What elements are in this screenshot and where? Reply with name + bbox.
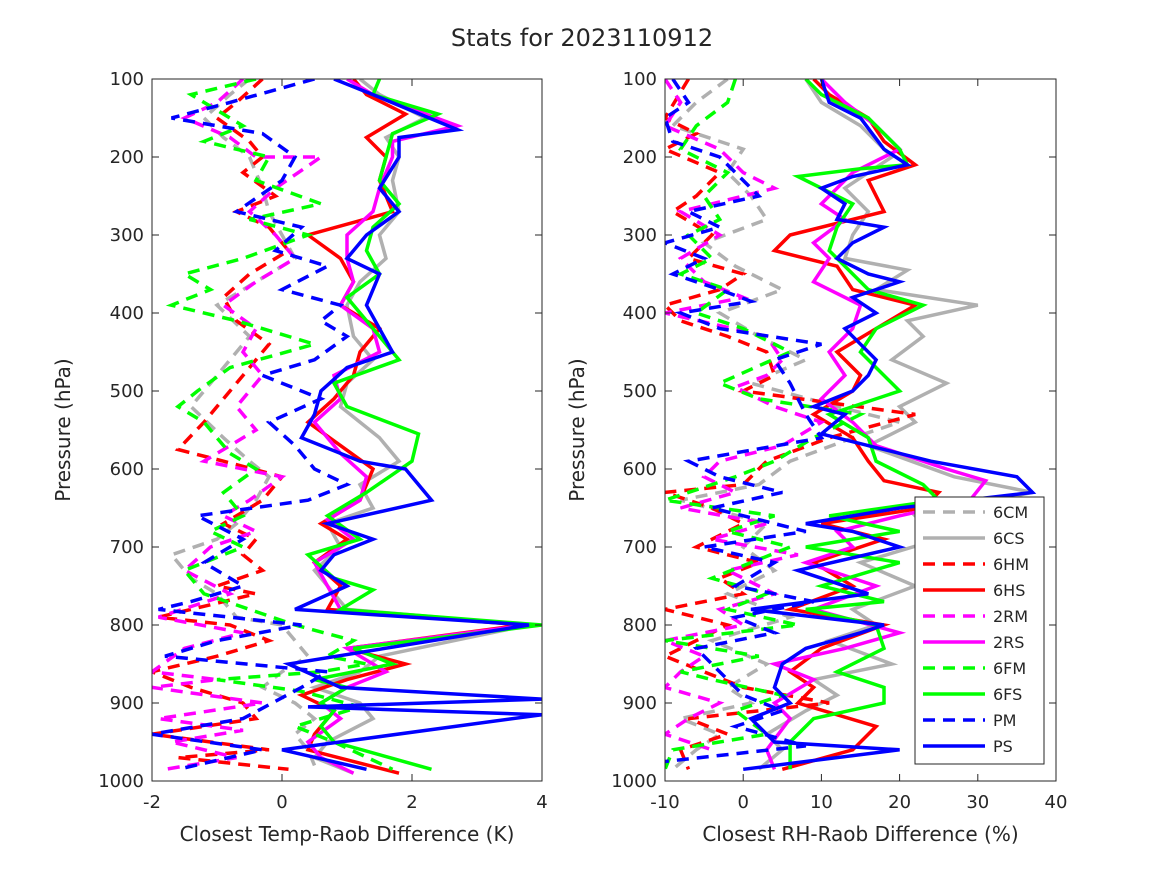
rh-ytick-label: 300 xyxy=(623,225,657,246)
rh-ytick-label: 500 xyxy=(623,381,657,402)
rh-ytick-label: 400 xyxy=(623,303,657,324)
rh-ytick-label: 200 xyxy=(623,147,657,168)
legend-label-6cs: 6CS xyxy=(993,529,1025,548)
legend-label-6fm: 6FM xyxy=(993,659,1026,678)
rh-xtick-label: 20 xyxy=(888,792,911,813)
temp-ytick-label: 900 xyxy=(110,693,144,714)
temp-series-6cm xyxy=(168,79,318,767)
temp-ytick-label: 800 xyxy=(110,615,144,636)
temp-plot-area xyxy=(152,79,542,781)
temp-ytick-label: 400 xyxy=(110,303,144,324)
rh-series-6fm xyxy=(665,79,867,770)
rh-difference-panel: 100 200 300 400 500 600 700 800 900 1000-10 0 10 20 3… xyxy=(565,69,1067,846)
temp-ytick-label: 700 xyxy=(110,537,144,558)
rh-series-6fs xyxy=(788,79,943,770)
temp-series-6fm xyxy=(165,79,394,771)
rh-ytick-label: 100 xyxy=(623,69,657,90)
temp-series-ps xyxy=(281,79,542,772)
rh-axes-box xyxy=(664,78,1057,782)
temp-axes-box xyxy=(151,78,543,782)
legend-box xyxy=(914,496,1045,765)
legend-label-pm: PM xyxy=(993,711,1016,730)
legend-label-6cm: 6CM xyxy=(993,503,1028,522)
rh-xtick-label: -10 xyxy=(650,792,679,813)
rh-xtick-label: 10 xyxy=(810,792,833,813)
temp-xtick-label: 2 xyxy=(406,792,417,813)
temp-xtick-label: 4 xyxy=(536,792,547,813)
temp-ytick-label: 1000 xyxy=(98,771,144,792)
temperature-difference-panel: 100 200 300 400 500 600 700 800 900 1000-2 0 2 4 Clos… xyxy=(51,69,548,846)
legend: 6CM 6CS 6HM 6HS 2RM 2RS 6FM 6FS PM PS xyxy=(914,496,1045,765)
rh-series-2rm xyxy=(665,79,826,752)
rh-xtick-label: 0 xyxy=(737,792,748,813)
temp-ytick-label: 500 xyxy=(110,381,144,402)
figure-title: Stats for 2023110912 xyxy=(451,24,713,52)
rh-series-pm xyxy=(665,79,825,764)
legend-label-6hs: 6HS xyxy=(993,581,1025,600)
temp-series-2rm xyxy=(152,79,327,772)
rh-xtick-label: 30 xyxy=(966,792,989,813)
temp-series-group xyxy=(152,79,542,775)
legend-label-ps: PS xyxy=(993,737,1013,756)
temp-ytick-label: 200 xyxy=(110,147,144,168)
rh-series-group xyxy=(665,79,1037,772)
rh-ytick-label: 1000 xyxy=(611,771,657,792)
rh-ytick-label: 900 xyxy=(623,693,657,714)
temp-series-pm xyxy=(152,79,352,772)
legend-label-2rm: 2RM xyxy=(993,607,1028,626)
legend-label-2rs: 2RS xyxy=(993,633,1024,652)
temp-xtick-label: 0 xyxy=(276,792,287,813)
temp-xlabel: Closest Temp-Raob Difference (K) xyxy=(180,822,515,846)
temp-ytick-label: 100 xyxy=(110,69,144,90)
temp-ylabel: Pressure (hPa) xyxy=(51,358,75,501)
legend-label-6hm: 6HM xyxy=(993,555,1029,574)
rh-ytick-label: 600 xyxy=(623,459,657,480)
rh-ytick-label: 700 xyxy=(623,537,657,558)
legend-label-6fs: 6FS xyxy=(993,685,1022,704)
temp-ytick-label: 600 xyxy=(110,459,144,480)
temp-ytick-label: 300 xyxy=(110,225,144,246)
rh-ytick-label: 800 xyxy=(623,615,657,636)
rh-ylabel: Pressure (hPa) xyxy=(565,358,589,501)
rh-xtick-label: 40 xyxy=(1045,792,1068,813)
rh-series-ps xyxy=(742,79,1037,772)
rh-xlabel: Closest RH-Raob Difference (%) xyxy=(702,822,1018,846)
temp-xtick-label: -2 xyxy=(143,792,161,813)
